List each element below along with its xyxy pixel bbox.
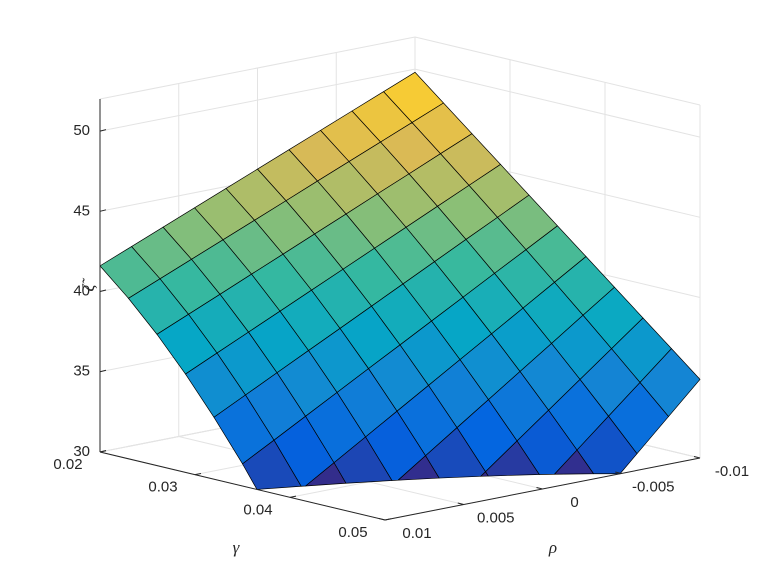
z-tick-label: 35: [73, 363, 90, 380]
x-tick-label: 0.02: [53, 456, 82, 473]
x-tick-label: 0.05: [338, 524, 367, 541]
z-tick: [99, 369, 107, 373]
z-tick-label: 50: [73, 122, 90, 139]
z-tick: [99, 209, 107, 212]
surface-cell: [516, 409, 578, 475]
surface-cell: [273, 415, 335, 487]
x-tick: [384, 518, 392, 521]
z-tick-label: 30: [73, 443, 90, 460]
surface-cell: [576, 415, 638, 475]
surface-cell: [554, 449, 594, 475]
axes: 30 35 40 45 50 0.02 0.03 0.04 0.05 -0.01 -0.005 0 0.…: [53, 99, 749, 542]
y-tick-label: 0.005: [477, 509, 515, 526]
y-tick-label: -0.01: [715, 463, 749, 480]
z-tick-label: 45: [73, 202, 90, 219]
x-tick: [194, 472, 202, 476]
y-tick-label: 0.01: [402, 525, 431, 542]
x-tick: [289, 495, 297, 498]
surface-cell: [365, 410, 426, 481]
y-tick-label: -0.005: [632, 478, 675, 495]
grid-line: [414, 68, 701, 138]
z-tick: [99, 129, 107, 132]
x-axis-line: [99, 451, 386, 521]
z-tick-label: 40: [73, 283, 90, 300]
y-tick: [378, 518, 386, 521]
y-tick: [615, 471, 622, 474]
z-tick: [99, 289, 107, 293]
y-tick: [536, 487, 543, 490]
surface-cell: [397, 455, 440, 481]
surface-cell: [425, 427, 486, 479]
x-tick-label: 0.04: [243, 501, 272, 518]
y-tick: [693, 456, 701, 459]
surface-cell: [305, 462, 347, 487]
wall-edge: [414, 36, 701, 106]
x-axis-label: γ: [233, 538, 241, 557]
y-axis-label: ρ: [548, 538, 557, 557]
y-tick: [457, 502, 464, 505]
x-tick: [99, 450, 107, 453]
surface: [99, 71, 701, 490]
surface-cell: [480, 471, 489, 477]
y-tick-label: 0: [570, 494, 578, 511]
x-tick-label: 0.03: [148, 479, 177, 496]
